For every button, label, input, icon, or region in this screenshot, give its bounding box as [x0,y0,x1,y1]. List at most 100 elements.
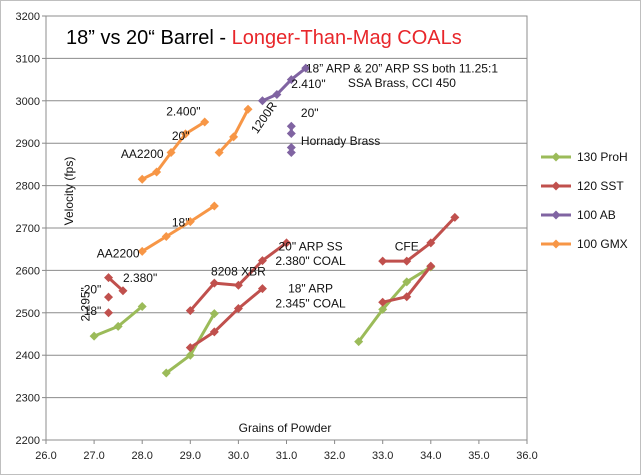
annotation: AA2200 [121,147,164,161]
annotation: SSA Brass, CCI 450 [348,76,456,90]
axes: 2200 2300 2400 2500 2600 2700 2800 2900 3000 3100… [16,11,538,462]
data-point [152,167,162,177]
data-point [354,337,364,347]
data-point [185,343,195,353]
series-line [107,276,125,292]
gridlines [46,57,527,399]
x-tick-label: 30.0 [228,450,249,462]
data-point [118,286,128,296]
annotation: 2.380" COAL [275,254,346,268]
data-point [426,261,436,271]
legend-label: 100 AB [577,208,616,222]
data-point [89,331,99,341]
annotation: 20" [84,283,102,297]
series-100-ab [257,63,311,158]
x-tick-label: 28.0 [131,450,152,462]
x-tick-label: 31.0 [276,450,297,462]
data-point [233,304,243,314]
series-line [141,204,216,253]
y-tick-label: 2600 [16,265,40,277]
series-layer [89,63,460,378]
annotation: 18" [172,216,190,230]
data-point [209,327,219,337]
data-point [214,148,224,158]
data-point [286,121,296,131]
y-tick-label: 2300 [16,393,40,405]
data-point [402,256,412,266]
legend-label: 120 SST [577,179,624,193]
data-point [282,238,291,248]
series-line [189,287,264,349]
data-point [378,256,388,266]
legend-swatch-marker [551,152,561,162]
legend-swatch-marker [551,210,561,220]
y-tick-label: 3100 [16,53,40,65]
data-point [286,75,296,85]
chart-title-highlight: Longer-Than-Mag COALs [232,27,462,49]
x-tick-label: 36.0 [516,450,537,462]
y-tick-label: 2200 [16,435,40,447]
data-point [161,368,171,378]
x-tick-label: 29.0 [180,450,201,462]
data-point [209,201,219,211]
data-point [301,63,311,73]
annotation: 8208 XBR [211,264,266,278]
legend-label: 130 ProH [577,150,628,164]
series-line [357,265,432,343]
data-point [233,280,243,290]
x-axis-title: Grains of Powder [239,421,332,435]
annotation: 20" ARP SS [279,239,343,253]
data-point [113,321,123,331]
data-point [402,277,412,287]
data-point [257,284,267,294]
data-point [137,301,147,311]
y-tick-label: 2700 [16,223,40,235]
data-point [185,306,195,316]
plot-area-border [45,15,528,441]
data-point [180,129,190,139]
data-point [272,89,282,99]
data-point [161,231,171,241]
series-120-sst [104,212,460,353]
data-point [426,238,436,248]
data-point [257,256,267,266]
y-axis-title: Velocity (fps) [62,157,76,226]
data-point [286,148,296,158]
chart-title: 18” vs 20“ Barrel - Longer-Than-Mag COAL… [66,27,462,49]
data-point [286,142,296,152]
legend-label: 100 GMX [577,237,628,251]
x-tick-label: 27.0 [83,450,104,462]
series-line [382,216,456,263]
data-point [402,292,412,302]
annotation: 18" [84,304,102,318]
data-point [286,128,296,138]
data-point [450,212,460,222]
chart-title-main: 18” vs 20“ Barrel [66,27,214,49]
data-point [229,132,239,142]
data-point [104,308,114,318]
legend-item-100-ab: 100 AB [541,208,616,222]
annotation: 20" [301,106,319,120]
series-100-gmx [137,104,253,256]
y-tick-label: 2900 [16,138,40,150]
x-tick-label: 35.0 [468,450,489,462]
legend-item-120-sst: 120 SST [541,179,624,193]
annotation: 20" [172,129,190,143]
x-tick-label: 34.0 [420,450,441,462]
annotation: 2.295" [78,287,92,321]
annotation: 18" ARP [288,281,333,295]
data-point [378,304,388,314]
y-tick-label: 3000 [16,96,40,108]
data-point [166,148,176,158]
data-point [137,246,147,256]
annotation: 2.380" [123,271,157,285]
y-tick-label: 2400 [16,350,40,362]
data-point [200,117,210,127]
legend-item-130-proh: 130 ProH [541,150,628,164]
annotation: CFE [395,239,419,253]
data-point [185,217,195,227]
annotation: 2.345" COAL [275,296,346,310]
